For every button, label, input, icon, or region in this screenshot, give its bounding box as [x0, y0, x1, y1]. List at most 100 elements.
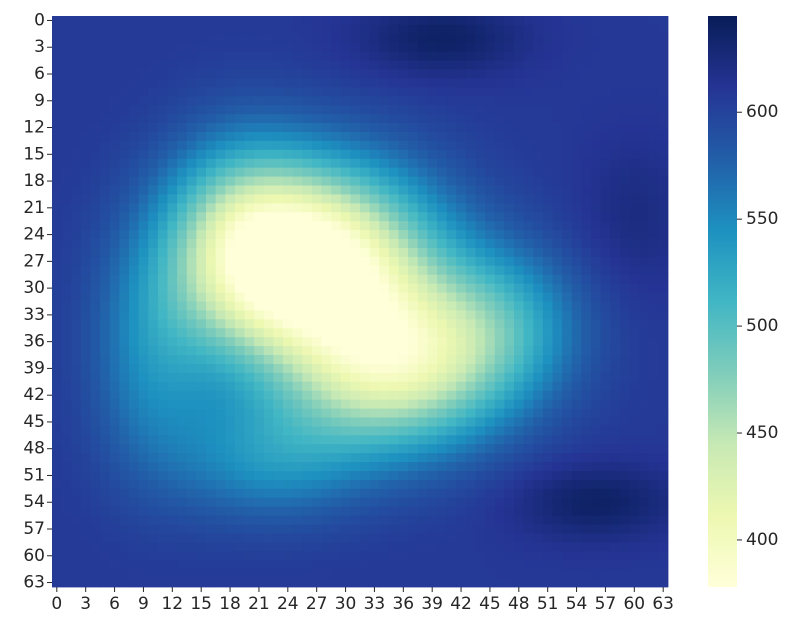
heatmap-cell: [591, 453, 602, 463]
heatmap-cell: [388, 230, 399, 240]
heatmap-cell: [639, 381, 650, 392]
heatmap-cell: [504, 408, 515, 418]
heatmap-cell: [331, 417, 342, 427]
heatmap-cell: [148, 319, 159, 329]
heatmap-cell: [437, 453, 448, 463]
heatmap-cell: [119, 533, 130, 543]
heatmap-cell: [600, 158, 611, 169]
heatmap-cell: [80, 16, 91, 26]
heatmap-cell: [340, 221, 351, 231]
heatmap-cell: [100, 560, 111, 570]
heatmap-cell: [388, 131, 399, 142]
heatmap-cell: [619, 69, 630, 79]
heatmap-cell: [283, 123, 294, 133]
heatmap-cell: [71, 372, 82, 383]
heatmap-cell: [571, 569, 582, 579]
heatmap-cell: [225, 542, 236, 552]
heatmap-cell: [157, 140, 168, 151]
heatmap-cell: [321, 426, 332, 436]
heatmap-cell: [157, 158, 168, 169]
heatmap-cell: [254, 33, 265, 44]
heatmap-cell: [215, 114, 226, 124]
heatmap-cell: [494, 542, 505, 552]
heatmap-cell: [225, 265, 236, 276]
heatmap-cell: [109, 337, 120, 347]
heatmap-cell: [610, 462, 621, 472]
heatmap-cell: [80, 337, 91, 347]
heatmap-cell: [437, 506, 448, 517]
heatmap-cell: [119, 363, 130, 374]
heatmap-cell: [600, 497, 611, 508]
heatmap-cell: [52, 60, 63, 70]
heatmap-cell: [446, 363, 457, 374]
heatmap-cell: [658, 283, 669, 293]
heatmap-cell: [263, 497, 274, 508]
heatmap-cell: [350, 578, 361, 588]
heatmap-cell: [533, 435, 544, 445]
heatmap-cell: [321, 328, 332, 338]
heatmap-cell: [610, 203, 621, 213]
heatmap-cell: [71, 426, 82, 436]
heatmap-cell: [148, 381, 159, 392]
heatmap-cell: [148, 569, 159, 579]
heatmap-cell: [263, 319, 274, 329]
heatmap-cell: [71, 408, 82, 418]
heatmap-cell: [619, 185, 630, 195]
heatmap-cell: [360, 524, 371, 534]
heatmap-cell: [465, 506, 476, 517]
heatmap-cell: [542, 363, 553, 374]
heatmap-cell: [283, 87, 294, 97]
heatmap-cell: [157, 256, 168, 267]
heatmap-cell: [437, 462, 448, 472]
heatmap-cell: [331, 60, 342, 70]
heatmap-cell: [427, 256, 438, 267]
heatmap-cell: [523, 87, 534, 97]
heatmap-cell: [311, 515, 322, 525]
heatmap-cell: [100, 533, 111, 543]
heatmap-cell: [186, 328, 197, 338]
heatmap-cell: [456, 578, 467, 588]
heatmap-cell: [167, 194, 178, 204]
heatmap-cell: [610, 176, 621, 186]
heatmap-cell: [80, 399, 91, 409]
heatmap-cell: [350, 506, 361, 517]
heatmap-cell: [129, 479, 140, 490]
heatmap-cell: [542, 42, 553, 53]
heatmap-cell: [360, 488, 371, 499]
heatmap-cell: [398, 524, 409, 534]
heatmap-cell: [658, 471, 669, 481]
heatmap-cell: [379, 488, 390, 499]
heatmap-cell: [71, 265, 82, 276]
heatmap-cell: [292, 497, 303, 508]
heatmap-cell: [427, 471, 438, 481]
heatmap-cell: [90, 212, 101, 222]
heatmap-cell: [485, 230, 496, 240]
heatmap-cell: [388, 176, 399, 186]
heatmap-cell: [157, 42, 168, 53]
heatmap-cell: [244, 479, 255, 490]
heatmap-cell: [619, 497, 630, 508]
heatmap-cell: [456, 176, 467, 186]
heatmap-cell: [138, 24, 149, 35]
heatmap-cell: [639, 167, 650, 177]
heatmap-cell: [186, 426, 197, 436]
heatmap-cell: [254, 105, 265, 115]
heatmap-cell: [504, 274, 515, 285]
heatmap-cell: [408, 578, 419, 588]
heatmap-cell: [504, 230, 515, 240]
heatmap-cell: [542, 578, 553, 588]
heatmap-cell: [648, 123, 659, 133]
x-tick-label: 48: [508, 594, 530, 614]
heatmap-cell: [417, 96, 428, 106]
heatmap-cell: [398, 51, 409, 62]
heatmap-cell: [658, 462, 669, 472]
heatmap-cell: [311, 426, 322, 436]
heatmap-cell: [283, 515, 294, 525]
heatmap-cell: [321, 167, 332, 177]
heatmap-cell: [225, 274, 236, 285]
heatmap-cell: [552, 96, 563, 106]
heatmap-cell: [177, 381, 188, 392]
heatmap-cell: [80, 114, 91, 124]
heatmap-cell: [658, 230, 669, 240]
heatmap-cell: [600, 105, 611, 115]
